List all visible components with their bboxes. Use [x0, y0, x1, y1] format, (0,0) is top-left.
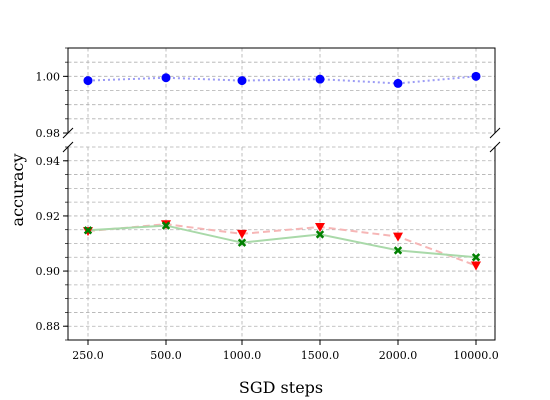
lower-panel-grid — [68, 146, 495, 341]
y-axis-label: accuracy — [8, 154, 27, 227]
data-point-circle — [393, 78, 403, 88]
data-point-circle — [237, 76, 247, 86]
axis-break-marks — [62, 127, 501, 153]
y-tick-label: 1.00 — [36, 70, 61, 83]
data-point-x — [393, 246, 403, 255]
series-line — [87, 75, 477, 85]
y-tick-label: 0.92 — [36, 210, 61, 223]
data-point-triangle — [393, 232, 403, 242]
x-tick-label: 10000.0 — [453, 349, 499, 362]
data-point-triangle — [237, 229, 247, 239]
data-point-x — [83, 226, 93, 235]
lower-panel-series — [87, 223, 477, 267]
data-markers — [83, 71, 481, 271]
data-point-circle — [471, 71, 481, 81]
data-point-triangle — [315, 222, 325, 232]
panel-frames — [67, 47, 496, 341]
x-tick-label: 2000.0 — [379, 349, 418, 362]
axis-break-mark — [62, 127, 74, 139]
x-tick-label: 250.0 — [72, 349, 104, 362]
data-point-triangle — [471, 261, 481, 271]
y-tick-label: 0.98 — [36, 127, 61, 140]
data-point-x — [471, 253, 481, 262]
data-point-x — [161, 221, 171, 230]
data-point-circle — [315, 74, 325, 84]
axis-ticks: 0.98 1.00 0.88 0.90 0.92 0.94 250.0 500.0 1000.0… — [36, 47, 499, 362]
upper-panel-grid — [68, 47, 495, 134]
x-tick-label: 500.0 — [150, 349, 182, 362]
axis-break-mark — [62, 141, 74, 153]
upper-panel-series — [87, 75, 477, 85]
data-point-circle — [83, 76, 93, 86]
y-tick-label: 0.88 — [36, 320, 61, 333]
series-line — [87, 223, 477, 267]
axis-break-mark — [489, 141, 501, 153]
x-tick-label: 1000.0 — [223, 349, 262, 362]
x-axis-label: SGD steps — [239, 378, 323, 397]
y-tick-label: 0.90 — [36, 265, 61, 278]
axis-break-mark — [489, 127, 501, 139]
data-point-x — [237, 238, 247, 247]
data-point-x — [315, 230, 325, 239]
series-line — [87, 224, 477, 259]
x-tick-label: 1500.0 — [301, 349, 340, 362]
y-tick-label: 0.94 — [36, 155, 61, 168]
data-point-circle — [161, 73, 171, 83]
